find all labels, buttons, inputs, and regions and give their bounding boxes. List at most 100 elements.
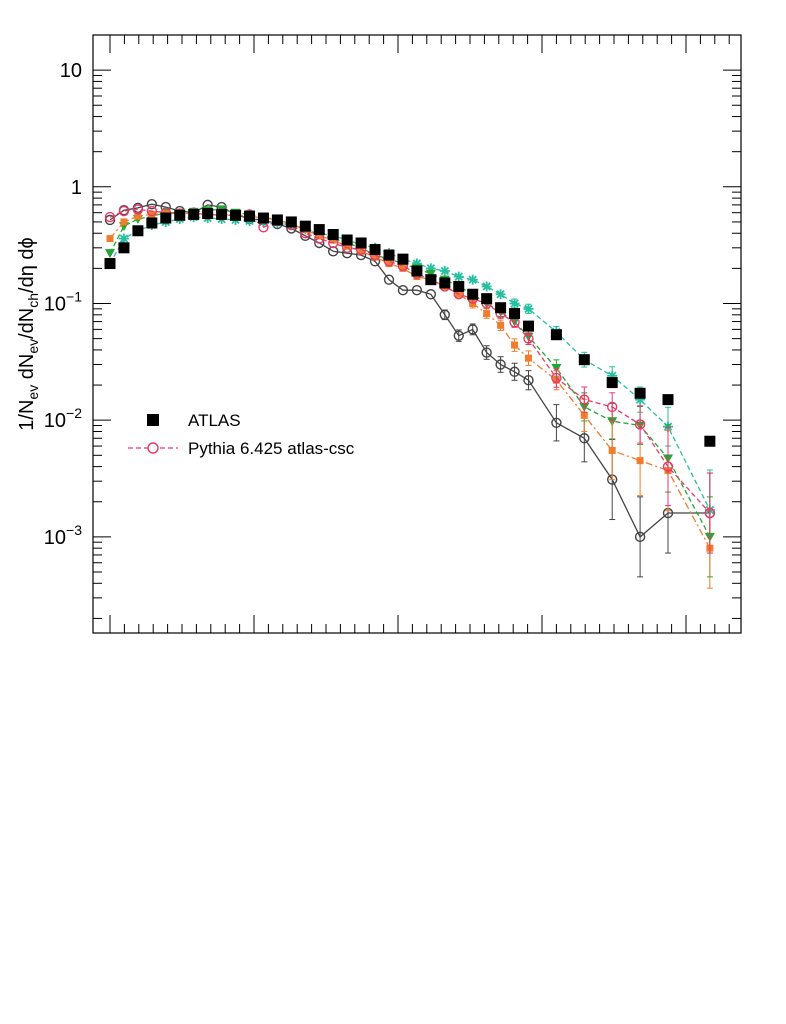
legend-pythia-marker — [147, 442, 159, 454]
data-point — [104, 211, 116, 223]
series-pythia-6-425-atlas-csc — [104, 204, 716, 554]
data-point — [146, 205, 158, 217]
data-point — [174, 209, 186, 221]
data-point — [607, 401, 618, 413]
data-point — [315, 232, 323, 240]
data-point — [467, 288, 479, 300]
data-point — [313, 224, 325, 236]
data-point — [467, 274, 478, 285]
y-tick-label-base: 10 — [44, 293, 66, 315]
data-point — [481, 293, 493, 305]
data-point — [551, 417, 562, 428]
data-point — [411, 284, 423, 296]
data-point — [634, 531, 646, 543]
data-point — [104, 214, 116, 226]
y-tick-label-base: 10 — [44, 410, 66, 432]
data-point — [188, 208, 200, 220]
data-point — [397, 253, 409, 265]
data-point — [146, 217, 158, 229]
data-point — [509, 298, 520, 309]
data-point — [453, 280, 465, 292]
data-point — [134, 212, 142, 220]
data-point — [608, 446, 616, 454]
data-point — [551, 372, 562, 384]
data-point — [202, 208, 214, 220]
data-point — [132, 225, 144, 237]
data-point — [411, 265, 423, 277]
y-tick-label: 10 — [60, 60, 82, 82]
star-stroke — [482, 282, 491, 291]
data-point — [439, 277, 451, 289]
ylabel-part: 1/N — [16, 400, 38, 431]
data-point — [704, 507, 716, 519]
data-point — [579, 394, 590, 405]
data-point — [523, 375, 534, 386]
data-point — [160, 212, 172, 224]
data-point — [285, 216, 297, 228]
data-point — [397, 284, 409, 296]
data-point — [509, 366, 520, 377]
ylabel-sub: ch — [25, 293, 41, 308]
data-point — [369, 244, 381, 256]
y-tick-label: 10−2 — [44, 405, 82, 432]
legend-pythia-label: Pythia 6.425 atlas-csc — [188, 439, 355, 458]
data-point — [550, 329, 562, 341]
ylabel-sub: ev — [25, 339, 41, 354]
star-stroke — [468, 275, 477, 284]
data-point — [118, 233, 129, 244]
data-point — [662, 394, 674, 406]
data-point — [216, 208, 228, 220]
star-stroke — [496, 290, 505, 299]
data-point — [523, 320, 534, 332]
legend: ATLAS Pythia 6.425 atlas-csc — [128, 411, 355, 458]
y-tick-label-exp: −1 — [66, 288, 82, 304]
data-point — [636, 457, 644, 465]
data-point — [580, 411, 588, 419]
legend-atlas-marker — [147, 414, 159, 426]
data-point — [495, 359, 506, 370]
data-point — [662, 461, 674, 472]
ylabel-part: /dN — [16, 308, 38, 339]
data-point — [357, 247, 365, 255]
data-point — [425, 289, 437, 300]
y-tick-label-base: 10 — [44, 527, 66, 549]
data-point — [230, 209, 242, 221]
data-point — [439, 309, 450, 321]
y-tick-label: 10−1 — [44, 288, 82, 315]
legend-atlas-label: ATLAS — [188, 411, 241, 430]
series-atlas — [104, 208, 716, 447]
data-point — [453, 330, 464, 341]
data-point — [271, 214, 283, 226]
ylabel-part: dN — [16, 354, 38, 385]
y-axis-label: 1/Nev dNev/dNch/dη dϕ — [16, 237, 41, 430]
data-point — [481, 281, 492, 292]
data-point — [509, 308, 521, 320]
y-tick-label: 10−3 — [44, 522, 82, 549]
y-tick-label-exp: −3 — [66, 522, 82, 538]
data-point — [341, 234, 353, 246]
data-point — [497, 321, 505, 329]
data-point — [371, 253, 379, 261]
data-point — [148, 210, 156, 218]
data-point — [120, 218, 128, 226]
data-point — [606, 377, 618, 389]
svg-text:1/Nev dNev/dNch/dη dϕ: 1/Nev dNev/dNch/dη dϕ — [16, 237, 41, 430]
data-point — [578, 354, 590, 366]
data-point — [383, 274, 395, 285]
data-point — [355, 237, 367, 249]
data-point — [511, 341, 519, 349]
data-point — [439, 265, 450, 276]
data-point — [425, 274, 437, 286]
data-point — [495, 302, 507, 314]
data-point — [634, 419, 646, 430]
data-point — [146, 198, 158, 210]
data-point — [467, 324, 478, 335]
data-point — [634, 387, 646, 399]
data-point — [579, 433, 590, 444]
data-point — [327, 229, 339, 241]
data-point — [105, 249, 115, 259]
star-stroke — [440, 266, 450, 276]
data-point — [299, 220, 311, 232]
